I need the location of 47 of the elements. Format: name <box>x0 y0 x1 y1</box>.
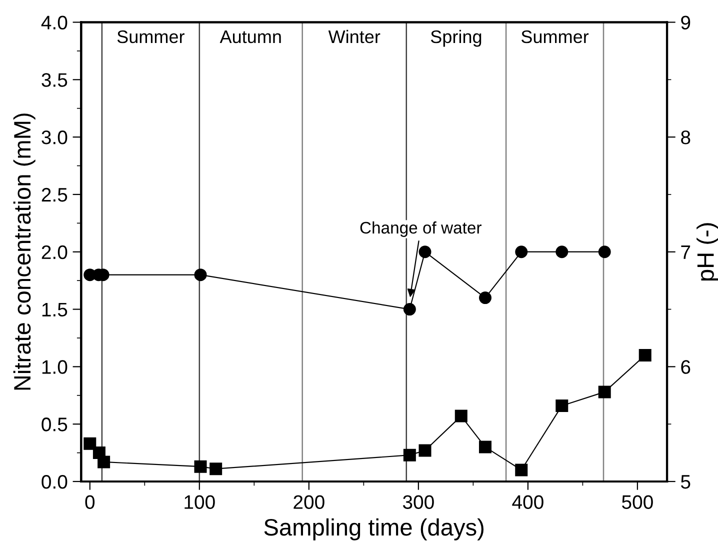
x-tick-label: 500 <box>622 495 653 509</box>
point <box>98 456 110 468</box>
y2-tick-label: 9 <box>681 16 690 30</box>
y-tick-label: 3.5 <box>42 73 68 87</box>
point <box>598 246 611 258</box>
y-tick-label: 0.0 <box>42 474 68 489</box>
y2-tick-label: 8 <box>681 130 690 144</box>
point <box>454 410 468 422</box>
x-tick-label: 0 <box>85 495 95 509</box>
point <box>84 437 96 450</box>
point <box>598 386 611 398</box>
y-tick-label: 3.0 <box>42 130 68 144</box>
y-tick-label: 1.0 <box>42 360 68 374</box>
y-tick-label: 0.5 <box>42 418 68 432</box>
point <box>556 246 568 258</box>
point <box>478 292 492 304</box>
point <box>403 448 416 462</box>
x-tick-label: 200 <box>294 495 324 509</box>
y2-tick-label: 7 <box>681 246 690 259</box>
point <box>515 464 528 476</box>
x-axis-title: Sampling time (days) <box>264 518 484 540</box>
y2-tick-label: 5 <box>680 475 690 489</box>
point <box>194 268 207 282</box>
point <box>194 460 207 473</box>
point <box>418 444 432 457</box>
y-tick-label: 2.0 <box>42 245 68 260</box>
point <box>515 246 528 258</box>
y-axis-title: Nitrate concentration (mM) <box>13 114 36 390</box>
point <box>418 246 432 258</box>
annotation: Summer <box>521 30 589 44</box>
point <box>638 348 652 362</box>
x-tick-label: 100 <box>184 495 215 509</box>
point <box>556 399 568 412</box>
point <box>403 303 416 316</box>
x-tick-label: 400 <box>512 495 544 509</box>
annotation: Summer <box>117 30 184 44</box>
x-tick-label: 300 <box>402 495 434 509</box>
annotation: Spring <box>430 30 482 47</box>
y-tick-label: 2.5 <box>42 188 68 202</box>
y-tick-label: 1.5 <box>42 302 68 317</box>
annotation: Change of water <box>360 221 482 237</box>
y2-tick-label: 6 <box>681 360 690 374</box>
y-tick-label: 4.0 <box>41 16 68 30</box>
point <box>210 462 222 476</box>
point <box>478 440 492 454</box>
annotation: Autumn <box>220 30 281 44</box>
annotation: Winter <box>328 30 380 44</box>
